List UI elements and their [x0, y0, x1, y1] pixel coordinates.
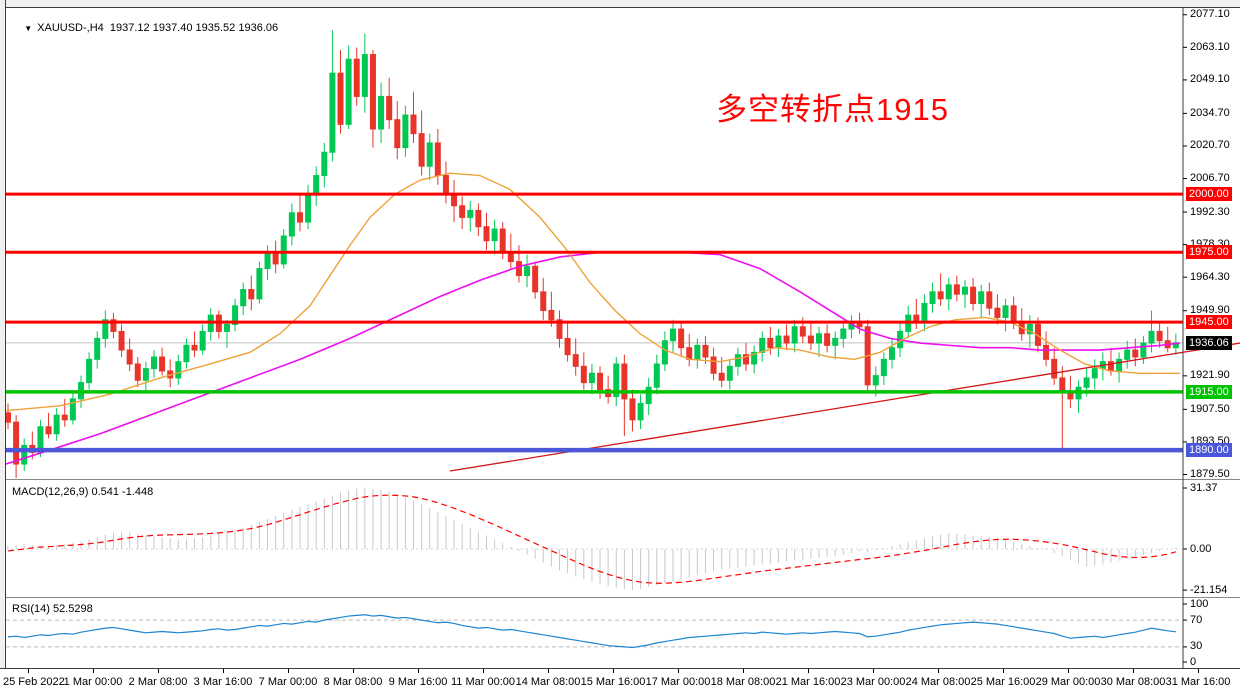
- current-price-label: 1936.06: [1186, 335, 1232, 350]
- symbol-dropdown-icon[interactable]: ▼: [24, 24, 33, 33]
- chart-annotation-text[interactable]: 多空转折点1915: [716, 92, 949, 127]
- window-top-frame: [0, 0, 1240, 8]
- level-price-label: 1890.00: [1186, 443, 1232, 458]
- time-axis-label: 17 Mar 00:00: [645, 676, 711, 688]
- time-axis-tickmark: [353, 669, 354, 673]
- time-axis-tickmark: [1003, 669, 1004, 673]
- macd-signal-line: [7, 494, 1176, 584]
- macd-indicator-label: MACD(12,26,9) 0.541 -1.448: [12, 486, 154, 498]
- rsi-indicator-label: RSI(14) 52.5298: [12, 603, 93, 615]
- time-axis-tickmark: [418, 669, 419, 673]
- rsi-pane: [6, 614, 1183, 649]
- level-price-label: 2000.00: [1186, 187, 1232, 202]
- symbol-info-bar: ▼ XAUUSD-,H4 1937.12 1937.40 1935.52 1936…: [12, 10, 278, 46]
- time-axis-label: 24 Mar 08:00: [905, 676, 971, 688]
- price-axis-tick: 1949.90: [1190, 304, 1230, 317]
- price-axis-tick: 2006.70: [1190, 172, 1230, 185]
- macd-pane: [6, 487, 1183, 591]
- time-axis-tickmark: [1133, 669, 1134, 673]
- price-axis-tick: 1992.30: [1190, 205, 1230, 218]
- time-axis-label: 30 Mar 08:00: [1100, 676, 1166, 688]
- time-axis-tickmark: [158, 669, 159, 673]
- time-axis-tickmark: [93, 669, 94, 673]
- level-price-label: 1975.00: [1186, 245, 1232, 260]
- price-axis-tick: -21.154: [1190, 583, 1228, 596]
- time-axis-label: 29 Mar 00:00: [1035, 676, 1101, 688]
- price-axis-tick: 1907.50: [1190, 402, 1230, 415]
- time-axis-tickmark: [938, 669, 939, 673]
- time-axis-label: 21 Mar 16:00: [775, 676, 841, 688]
- time-axis-tickmark: [223, 669, 224, 673]
- time-axis-label: 15 Mar 16:00: [580, 676, 646, 688]
- window-left-frame: [0, 0, 6, 694]
- ma-fast-orange-line: [5, 172, 1180, 412]
- ma-slow-magenta-line: [5, 251, 1181, 465]
- rsi-line: [7, 614, 1176, 649]
- price-axis-tick: 2034.70: [1190, 106, 1230, 119]
- price-axis-tick: 2049.10: [1190, 73, 1230, 86]
- time-axis-label: 18 Mar 08:00: [710, 676, 776, 688]
- price-axis-tick: 70: [1190, 613, 1203, 626]
- time-axis-tickmark: [743, 669, 744, 673]
- price-axis-tick: 1879.50: [1190, 468, 1230, 480]
- level-price-label: 1945.00: [1186, 315, 1232, 330]
- time-axis-label: 25 Mar 16:00: [970, 676, 1036, 688]
- time-axis-tickmark: [483, 669, 484, 673]
- time-axis-tickmark: [808, 669, 809, 673]
- price-axis-tick: 1921.90: [1190, 369, 1230, 382]
- main-price-pane: [5, 30, 1240, 478]
- price-axis-tick: 2020.70: [1190, 139, 1230, 152]
- time-axis-tickmark: [873, 669, 874, 673]
- price-axis-tick: 0: [1190, 655, 1197, 668]
- time-axis-label: 23 Mar 00:00: [840, 676, 906, 688]
- time-axis-label: 8 Mar 08:00: [323, 676, 383, 688]
- price-axis-tick: 31.37: [1190, 481, 1218, 494]
- time-axis-label: 14 Mar 08:00: [515, 676, 581, 688]
- price-axis-tick: 30: [1190, 640, 1203, 653]
- price-axis-tick: 0.00: [1190, 542, 1212, 555]
- time-axis-label: 3 Mar 16:00: [193, 676, 253, 688]
- price-axis-tick: 1964.30: [1190, 270, 1230, 283]
- symbol-ohlc-text: XAUUSD-,H4 1937.12 1937.40 1935.52 1936.…: [37, 22, 279, 34]
- time-axis-label: 11 Mar 00:00: [450, 676, 516, 688]
- level-price-label: 1915.00: [1186, 384, 1232, 399]
- time-axis-tickmark: [613, 669, 614, 673]
- time-axis-label: 25 Feb 2022: [3, 676, 65, 688]
- time-axis-label: 31 Mar 16:00: [1165, 676, 1231, 688]
- time-axis-tickmark: [288, 669, 289, 673]
- time-axis-tickmark: [1198, 669, 1199, 673]
- time-axis-label: 7 Mar 00:00: [258, 676, 318, 688]
- time-axis-label: 2 Mar 08:00: [128, 676, 188, 688]
- price-axis-tick: 100: [1190, 597, 1209, 610]
- price-axis-tick: 2063.10: [1190, 40, 1230, 53]
- candles: [5, 30, 1179, 478]
- time-axis-label: 9 Mar 16:00: [388, 676, 448, 688]
- price-axis[interactable]: 2077.10 2063.10 2049.10 2034.70 2020.70 2006.…: [1183, 0, 1240, 668]
- time-axis-label: 1 Mar 00:00: [63, 676, 123, 688]
- time-axis-tickmark: [1068, 669, 1069, 673]
- time-axis-tickmark: [28, 669, 29, 673]
- time-axis-tickmark: [678, 669, 679, 673]
- time-axis[interactable]: 25 Feb 2022 1 Mar 00:00 2 Mar 08:00 3 Mar 1…: [0, 668, 1240, 694]
- time-axis-tickmark: [548, 669, 549, 673]
- price-axis-tick: 2077.10: [1190, 8, 1230, 21]
